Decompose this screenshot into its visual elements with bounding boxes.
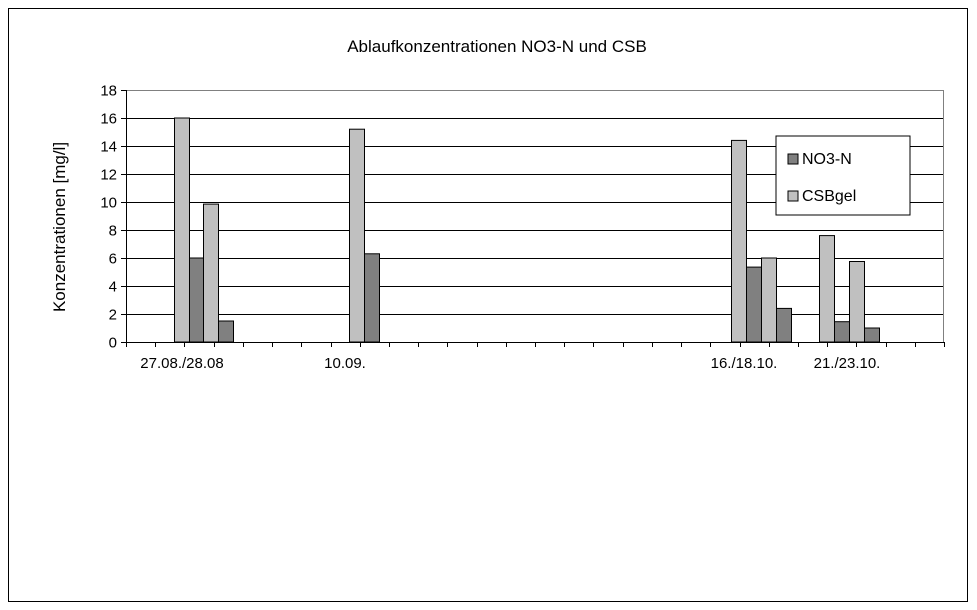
bar-csbgel — [174, 117, 190, 343]
chart-svg: Ablaufkonzentrationen NO3-N und CSB 0 2 4 6… — [50, 37, 945, 372]
bar-csbgel — [761, 257, 777, 343]
y-tick-label: 8 — [109, 223, 117, 240]
bar-no3-n — [834, 321, 850, 343]
y-tick-label: 6 — [109, 251, 117, 268]
bar-no3-n — [746, 266, 762, 343]
y-tick-label: 2 — [109, 307, 117, 324]
legend-box — [775, 135, 911, 216]
chart-title: Ablaufkonzentrationen NO3-N und CSB — [347, 37, 647, 56]
y-axis-title: Konzentrationen [mg/l] — [50, 142, 69, 312]
bar-csbgel — [203, 203, 219, 343]
bar-csbgel — [849, 261, 865, 343]
bar-no3-n — [189, 257, 205, 343]
bar-no3-n — [776, 307, 792, 343]
bar-no3-n — [218, 320, 234, 343]
legend-label-csbgel: CSBgel — [802, 188, 856, 205]
plot-area: 0 2 4 6 8 10 12 14 16 18 27.08./28.08 10.09. 16./18.… — [100, 83, 945, 372]
legend: NO3-N CSBgel — [775, 135, 911, 216]
x-tick-label: 16./18.10. — [711, 355, 778, 372]
bar-no3-n — [864, 327, 880, 343]
y-tick-label: 14 — [100, 139, 117, 156]
bar-csbgel — [819, 235, 835, 343]
x-tick-label: 10.09. — [324, 355, 366, 372]
legend-swatch-csbgel — [787, 190, 799, 202]
legend-swatch-no3-n — [787, 153, 799, 165]
y-tick-label: 12 — [100, 167, 117, 184]
chart-frame: Ablaufkonzentrationen NO3-N und CSB 0 2 4 6… — [8, 8, 968, 602]
y-tick-label: 0 — [109, 335, 117, 352]
y-tick-label: 18 — [100, 83, 117, 100]
x-tick-label: 27.08./28.08 — [140, 355, 223, 372]
plot-background — [126, 90, 944, 342]
y-tick-label: 16 — [100, 111, 117, 128]
y-tick-label: 4 — [109, 279, 117, 296]
bar-no3-n — [364, 253, 380, 343]
bar-csbgel — [731, 139, 747, 343]
y-tick-label: 10 — [100, 195, 117, 212]
legend-label-no3-n: NO3-N — [802, 151, 852, 168]
bar-csbgel — [349, 128, 365, 343]
x-tick-label: 21./23.10. — [814, 355, 881, 372]
